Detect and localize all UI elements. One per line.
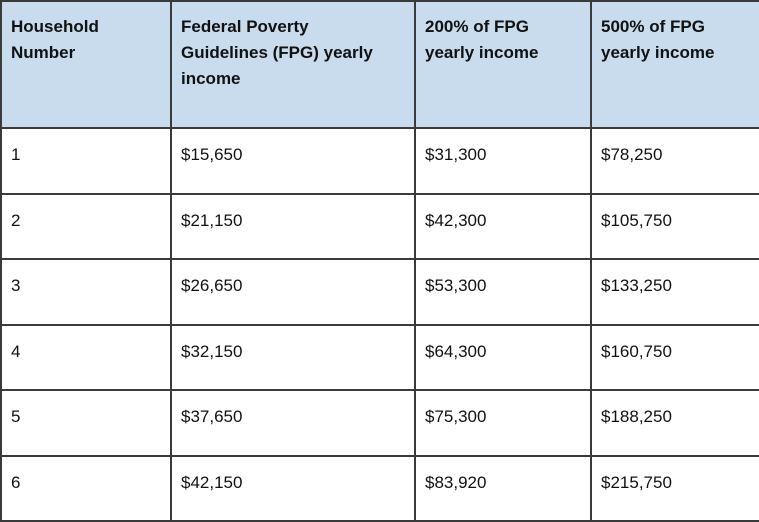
- table-cell: $26,650: [170, 258, 416, 326]
- table-cell: $42,150: [170, 454, 416, 522]
- table-row: 3 $26,650 $53,300 $133,250: [0, 258, 759, 326]
- table-cell: $53,300: [414, 258, 592, 326]
- table-cell: $75,300: [414, 389, 592, 457]
- table-row: 5 $37,650 $75,300 $188,250: [0, 389, 759, 457]
- table-cell: $133,250: [590, 258, 759, 326]
- table-cell: $64,300: [414, 323, 592, 391]
- table-cell: $188,250: [590, 389, 759, 457]
- table-row: 2 $21,150 $42,300 $105,750: [0, 192, 759, 260]
- table-cell: $15,650: [170, 127, 416, 195]
- table-cell: $31,300: [414, 127, 592, 195]
- header-text: 500% of FPG yearly income: [601, 17, 715, 62]
- table-row: 1 $15,650 $31,300 $78,250: [0, 127, 759, 195]
- table-row: 6 $42,150 $83,920 $215,750: [0, 454, 759, 522]
- table-cell: 2: [0, 192, 172, 260]
- table-cell: 5: [0, 389, 172, 457]
- table-cell: 6: [0, 454, 172, 522]
- table-cell: $78,250: [590, 127, 759, 195]
- header-cell: 200% of FPG yearly income: [414, 0, 592, 129]
- table-cell: $21,150: [170, 192, 416, 260]
- table-cell: $83,920: [414, 454, 592, 522]
- table-cell: $105,750: [590, 192, 759, 260]
- header-cell: 500% of FPG yearly income: [590, 0, 759, 129]
- header-text: 200% of FPG yearly income: [425, 17, 539, 62]
- table-row: 4 $32,150 $64,300 $160,750: [0, 323, 759, 391]
- header-row: Household Number Federal Poverty Guideli…: [0, 0, 759, 129]
- header-cell: Federal Poverty Guidelines (FPG) yearly …: [170, 0, 416, 129]
- table-cell: 1: [0, 127, 172, 195]
- table-cell: $215,750: [590, 454, 759, 522]
- header-text: Household Number: [11, 17, 99, 62]
- table-body: 1 $15,650 $31,300 $78,250 2 $21,150 $42,300 $10…: [0, 127, 759, 522]
- table-cell: 4: [0, 323, 172, 391]
- table-cell: $42,300: [414, 192, 592, 260]
- table-cell: $160,750: [590, 323, 759, 391]
- table-cell: $37,650: [170, 389, 416, 457]
- header-cell: Household Number: [0, 0, 172, 129]
- table-cell: 3: [0, 258, 172, 326]
- header-text: Federal Poverty Guidelines (FPG) yearly …: [181, 17, 373, 88]
- table-cell: $32,150: [170, 323, 416, 391]
